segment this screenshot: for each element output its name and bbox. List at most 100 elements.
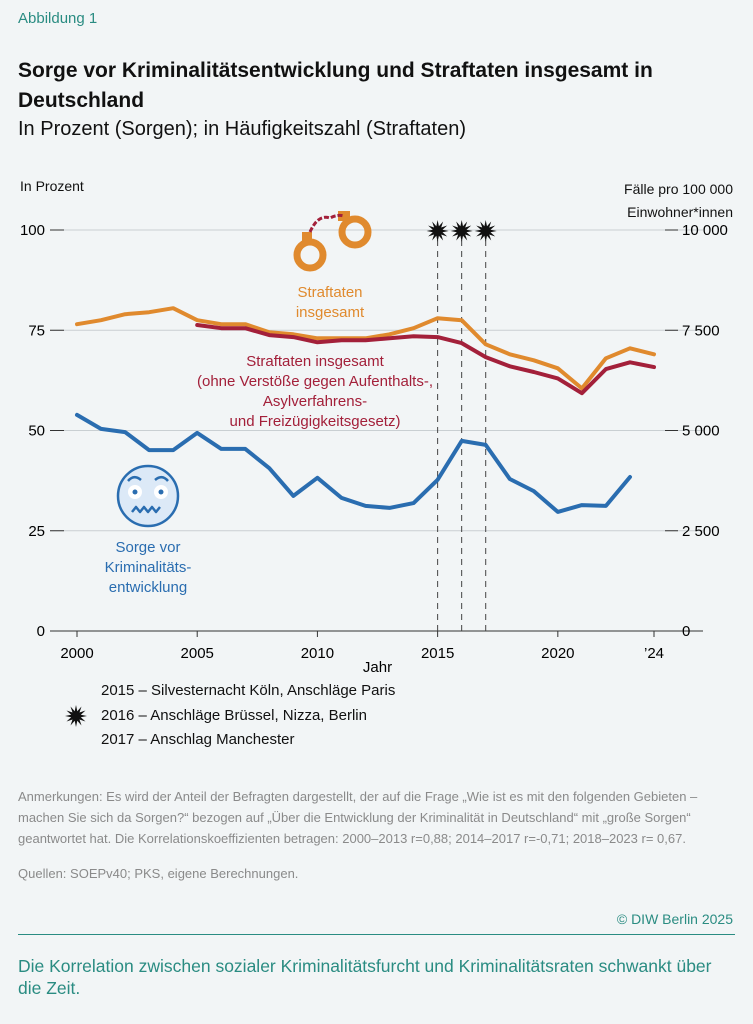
data-point — [461, 319, 463, 321]
x-tick-label: 2015 — [421, 645, 454, 662]
y-axis-left-label: In Prozent — [20, 178, 84, 194]
data-point — [509, 365, 511, 367]
data-point — [629, 476, 631, 478]
x-tick-label: 2010 — [301, 645, 334, 662]
y-axis-right-label: Fälle pro 100 000 Einwohner*innen — [624, 178, 733, 224]
line-chart: 0 0 25 2 500 50 5 000 75 7 500 100 10 000 2000 2005… — [20, 211, 728, 727]
data-point — [653, 353, 655, 355]
explosion-star-icon — [426, 220, 449, 242]
y-tick-label-left: 0 — [37, 623, 45, 640]
chart-subtitle: In Prozent (Sorgen); in Häufigkeitszahl … — [18, 118, 466, 140]
data-point — [292, 495, 294, 497]
mouth — [131, 505, 161, 514]
series-label: (ohne Verstöße gegen Aufenthalts-, — [197, 373, 433, 390]
data-point — [605, 368, 607, 370]
data-point — [533, 490, 535, 492]
pupil — [132, 489, 138, 495]
explosion-star-icon — [450, 220, 473, 242]
data-point — [485, 444, 487, 446]
data-point — [196, 324, 198, 326]
explosion-star-icon — [474, 220, 497, 242]
eyebrows — [127, 476, 169, 482]
data-point — [557, 511, 559, 513]
x-tick-label: 2000 — [60, 645, 93, 662]
handcuff-ring — [293, 238, 327, 272]
data-point — [220, 323, 222, 325]
data-point — [509, 478, 511, 480]
data-point — [437, 336, 439, 338]
handcuff-lock — [338, 211, 350, 221]
data-point — [148, 449, 150, 451]
data-point — [365, 339, 366, 341]
legend-star-icon — [65, 705, 87, 727]
x-tick-label: 2020 — [541, 645, 574, 662]
figure-label: Abbildung 1 — [18, 10, 98, 27]
handcuff-ring — [338, 215, 372, 249]
face — [116, 464, 180, 528]
data-point — [172, 449, 174, 451]
data-point — [509, 353, 511, 355]
data-point — [365, 505, 366, 507]
sources: Quellen: SOEPv40; PKS, eigene Berechnung… — [18, 866, 299, 881]
y-tick-label-right: 7 500 — [682, 322, 720, 339]
legend-event-2015: 2015 – Silvesternacht Köln, Anschläge Pa… — [101, 682, 396, 699]
data-point — [340, 497, 342, 499]
data-point — [605, 357, 607, 359]
data-point — [220, 448, 222, 450]
data-point — [292, 336, 294, 338]
x-axis-label: Jahr — [363, 659, 392, 676]
series-label: entwicklung — [109, 579, 187, 596]
pupil — [158, 489, 164, 495]
data-point — [653, 366, 655, 368]
x-tick-label: 2005 — [181, 645, 214, 662]
y-tick-label-left: 100 — [20, 222, 45, 239]
data-point — [581, 392, 583, 394]
data-point — [413, 335, 415, 337]
data-point — [461, 342, 463, 344]
series-label: insgesamt — [296, 304, 365, 321]
data-point — [629, 347, 631, 349]
copyright: © DIW Berlin 2025 — [616, 911, 733, 927]
data-point — [316, 337, 318, 339]
data-point — [244, 327, 246, 329]
data-point — [533, 359, 535, 361]
handcuff-lock — [302, 232, 312, 244]
data-point — [220, 327, 222, 329]
y-tick-label-right: 2 500 — [682, 523, 720, 540]
data-point — [268, 331, 270, 333]
data-point — [581, 387, 583, 389]
series-line — [75, 412, 632, 514]
data-point — [244, 448, 246, 450]
notes: Anmerkungen: Es wird der Anteil der Befr… — [18, 789, 698, 846]
data-point — [196, 319, 198, 321]
data-point — [100, 428, 102, 430]
series-label: und Freizügigkeitsgesetz) — [230, 413, 401, 430]
series-label: Straftaten — [297, 284, 362, 301]
y-tick-label-right: 10 000 — [682, 222, 728, 239]
series-label: Asylverfahrens- — [263, 393, 367, 410]
legend-event-2016: 2016 – Anschläge Brüssel, Nizza, Berlin — [101, 707, 367, 724]
data-point — [557, 377, 559, 379]
y-axis-right-label-line: Fälle pro 100 000 — [624, 181, 733, 197]
data-point — [268, 334, 270, 336]
data-point — [413, 502, 415, 504]
series-label: Straftaten insgesamt — [246, 353, 384, 370]
y-tick-label-left: 25 — [28, 523, 45, 540]
data-point — [629, 361, 631, 363]
handcuff-chain — [308, 213, 345, 233]
data-point — [461, 440, 463, 442]
data-point — [76, 414, 78, 416]
chart-title: Sorge vor Kriminalitätsentwicklung und S… — [18, 59, 653, 112]
divider — [18, 934, 735, 935]
data-point — [316, 341, 318, 343]
data-point — [413, 327, 415, 329]
data-point — [124, 431, 126, 433]
y-axis-right-label-line: Einwohner*innen — [627, 204, 733, 220]
x-tick-label: ’24 — [644, 645, 664, 662]
data-point — [533, 371, 535, 373]
data-point — [605, 505, 607, 507]
y-tick-label-right: 0 — [682, 623, 690, 640]
y-tick-label-left: 50 — [28, 423, 45, 440]
series-line — [195, 323, 656, 396]
